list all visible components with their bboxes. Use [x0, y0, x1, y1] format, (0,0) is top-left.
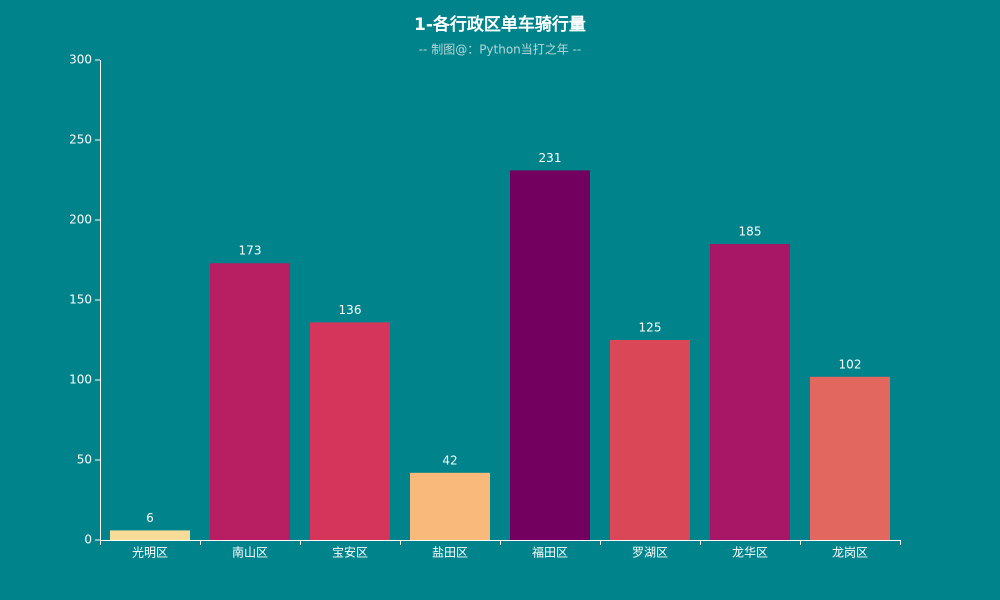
x-tick-label: 福田区: [532, 545, 568, 560]
data-label: 102: [839, 357, 862, 371]
data-label: 125: [639, 321, 662, 335]
data-label: 42: [442, 453, 457, 467]
bar: [210, 263, 290, 540]
bar: [110, 530, 190, 540]
x-tick-label: 宝安区: [332, 545, 368, 560]
y-tick-label: 200: [69, 213, 92, 227]
bar: [610, 340, 690, 540]
y-tick-label: 0: [84, 533, 92, 547]
y-tick-label: 100: [69, 373, 92, 387]
x-tick-label: 龙岗区: [832, 546, 868, 560]
data-label: 185: [739, 225, 762, 239]
y-tick-label: 150: [69, 293, 92, 307]
data-label: 231: [539, 151, 562, 165]
chart-subtitle: -- 制图@：Python当打之年 --: [419, 43, 582, 57]
y-tick-label: 50: [77, 453, 92, 467]
chart-title: 1-各行政区单车骑行量: [414, 14, 586, 35]
data-label: 6: [146, 511, 154, 525]
bar: [710, 244, 790, 540]
bar: [510, 170, 590, 540]
y-tick-label: 300: [69, 53, 92, 67]
bar: [810, 376, 890, 540]
data-label: 173: [239, 244, 262, 258]
bar: [410, 472, 490, 540]
x-tick-label: 盐田区: [432, 546, 468, 560]
x-tick-label: 罗湖区: [632, 545, 668, 560]
bar: [310, 322, 390, 540]
y-tick-label: 250: [69, 133, 92, 147]
data-label: 136: [339, 303, 362, 317]
x-tick-label: 南山区: [232, 545, 268, 560]
x-tick-label: 龙华区: [732, 546, 768, 560]
x-tick-label: 光明区: [132, 546, 168, 560]
